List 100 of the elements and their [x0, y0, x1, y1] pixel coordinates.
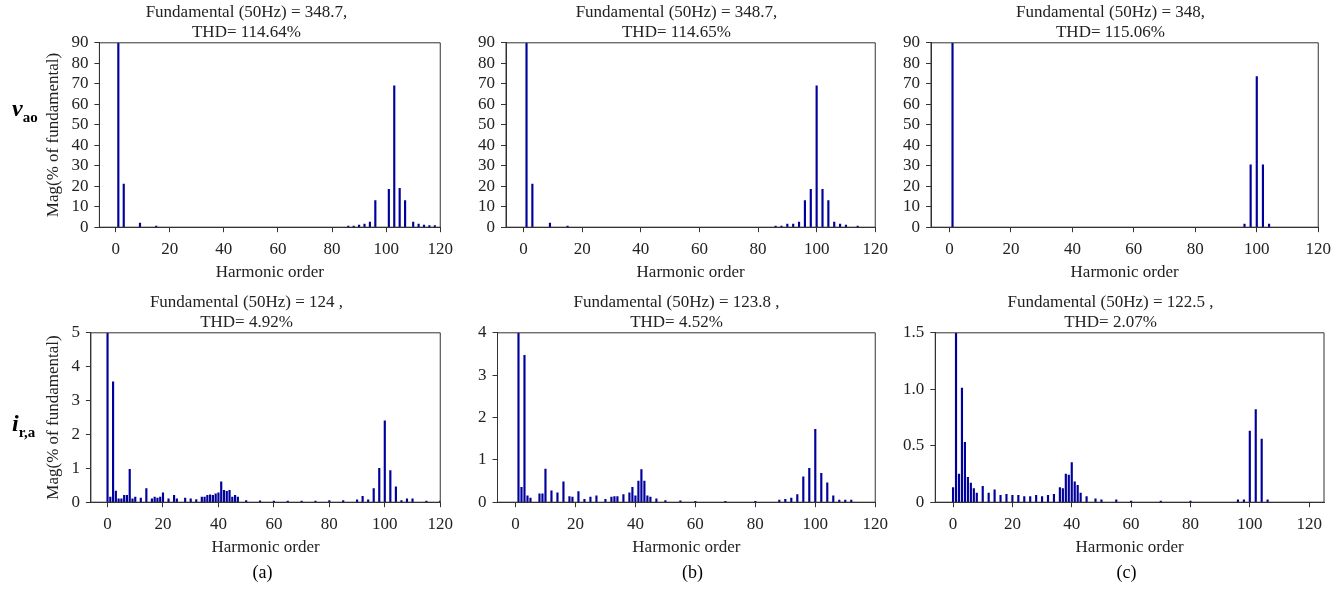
y-tick-label: 80: [903, 52, 920, 72]
bar: [123, 495, 126, 503]
x-tick-label: 60: [1122, 513, 1140, 533]
bar: [117, 42, 120, 228]
x-tick-label: 60: [1125, 238, 1143, 258]
bar: [1052, 493, 1056, 503]
bar: [112, 381, 115, 503]
bar: [999, 495, 1002, 503]
y-tick-label: 2: [71, 423, 80, 443]
bar: [405, 498, 409, 503]
chart-title: Fundamental (50Hz) = 348.7,: [145, 1, 348, 21]
y-tick-label: 40: [478, 134, 495, 154]
bar: [987, 492, 990, 503]
bar: [1076, 484, 1079, 503]
bar: [189, 498, 192, 503]
bar: [378, 467, 381, 503]
y-tick-label: 3: [478, 364, 487, 384]
y-tick-label: 50: [903, 114, 920, 134]
bar: [206, 495, 209, 503]
bar: [1064, 473, 1067, 503]
bar: [640, 469, 643, 503]
y-tick-label: 60: [903, 93, 920, 113]
bar: [363, 223, 366, 228]
y-tick-label: 30: [478, 155, 495, 175]
x-axis-title: Harmonic order: [1070, 262, 1180, 282]
x-tick-label: 40: [209, 513, 227, 533]
y-tick-label: 60: [478, 93, 495, 113]
bar: [655, 498, 658, 503]
bar: [1035, 495, 1038, 503]
bar: [106, 332, 109, 503]
bar: [826, 482, 829, 503]
y-tick-label: 20: [903, 175, 920, 195]
chart-subtitle: THD= 114.64%: [191, 22, 302, 42]
y-tick-label: 50: [478, 114, 495, 134]
bar: [134, 496, 137, 503]
x-tick-label: 40: [626, 513, 644, 533]
bar: [404, 200, 407, 228]
x-tick-label: 20: [154, 513, 172, 533]
y-tick-label: 0: [478, 491, 487, 511]
x-tick-label: 40: [1063, 513, 1081, 533]
bar: [1058, 487, 1061, 503]
y-tick-label: 10: [478, 196, 495, 216]
x-tick-label: 80: [1181, 513, 1199, 533]
y-tick-label: 50: [71, 114, 89, 134]
text: v$_{ao}$: [12, 95, 38, 126]
x-tick-label: 0: [519, 238, 528, 258]
chart-subtitle: THD= 115.06%: [1055, 22, 1166, 42]
bar: [1261, 164, 1265, 228]
y-tick-label: 1: [478, 449, 487, 469]
bar: [159, 496, 162, 503]
bar: [394, 486, 397, 503]
x-tick-label: 100: [1237, 513, 1263, 533]
chart-subtitle: THD= 4.52%: [630, 312, 723, 332]
y-tick-label: 10: [71, 196, 89, 216]
x-tick-label: 0: [948, 513, 958, 533]
bar: [1029, 496, 1032, 503]
bar: [993, 489, 996, 503]
x-tick-label: 40: [632, 238, 650, 258]
bar: [583, 498, 586, 503]
x-tick-label: 100: [1244, 238, 1270, 258]
bar: [1085, 496, 1088, 503]
bar: [523, 354, 526, 503]
x-tick-label: 100: [802, 513, 829, 533]
x-tick-label: 80: [1186, 238, 1204, 258]
x-tick-label: 80: [323, 238, 341, 258]
x-tick-label: 20: [161, 238, 179, 258]
y-tick-label: 5: [71, 322, 80, 342]
bar: [387, 188, 390, 228]
bar: [544, 468, 547, 503]
bar: [220, 481, 223, 503]
y-axis-title: Mag(% of fundamental): [42, 52, 62, 218]
bar: [1046, 495, 1050, 503]
x-axis-title: Harmonic order: [1075, 537, 1185, 557]
text: (a): [252, 562, 273, 583]
bar: [525, 42, 528, 228]
bar: [954, 332, 958, 503]
x-tick-label: 60: [269, 238, 287, 258]
y-tick-label: 20: [478, 175, 495, 195]
x-tick-label: 80: [749, 238, 767, 258]
bar: [568, 496, 571, 503]
x-tick-label: 0: [103, 513, 112, 533]
bar: [1094, 498, 1097, 503]
bar: [200, 496, 203, 503]
bar: [631, 487, 634, 503]
y-tick-label: 1: [71, 457, 80, 477]
text: (c): [1116, 562, 1137, 583]
bar: [616, 496, 619, 503]
bar: [577, 491, 580, 503]
text: i$_{r,a}$: [12, 410, 36, 441]
x-tick-label: 120: [1305, 238, 1331, 258]
bar: [1070, 462, 1073, 503]
x-axis-title: Harmonic order: [636, 262, 746, 282]
y-tick-label: 0: [71, 491, 80, 511]
bar: [604, 498, 607, 503]
x-tick-label: 60: [690, 238, 708, 258]
bar: [228, 490, 231, 503]
y-tick-label: 4: [478, 322, 487, 342]
bar: [529, 497, 532, 503]
bar: [153, 496, 156, 503]
x-tick-label: 0: [511, 513, 520, 533]
